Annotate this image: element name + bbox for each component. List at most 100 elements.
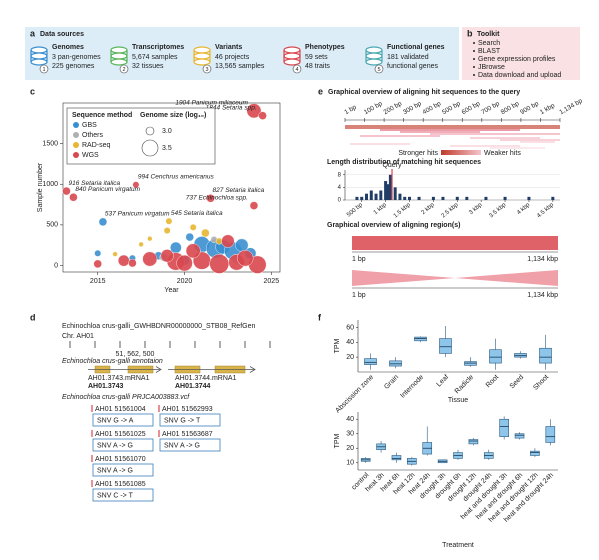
bar bbox=[465, 196, 469, 200]
data-point bbox=[209, 254, 230, 274]
item-name: Functional genes bbox=[387, 44, 445, 51]
panel-letter: e bbox=[318, 86, 323, 96]
database-icon bbox=[365, 46, 383, 54]
legend-marker bbox=[73, 122, 79, 128]
ruler-label: 1 kbp bbox=[539, 102, 557, 116]
panel-letter: c bbox=[30, 86, 35, 96]
snv-change: SNV A -> G bbox=[97, 467, 133, 474]
database-icon bbox=[110, 46, 128, 54]
bar bbox=[484, 196, 488, 200]
panel-letter: d bbox=[30, 312, 36, 322]
toolkit-item: Data download and upload bbox=[478, 72, 561, 79]
snv-box bbox=[159, 413, 221, 427]
ruler-label: 1 bp bbox=[343, 104, 358, 117]
box bbox=[539, 347, 552, 364]
box bbox=[499, 418, 509, 437]
x-tick-label: Seed bbox=[509, 374, 526, 391]
snv-change: SNV A -> G bbox=[164, 442, 200, 449]
bar bbox=[527, 196, 531, 200]
item-name: Phenotypes bbox=[305, 44, 345, 51]
number-circle bbox=[374, 64, 384, 74]
snv-box bbox=[92, 413, 154, 427]
annotation: 1904 Panicum miliaceum bbox=[175, 100, 248, 107]
bar bbox=[503, 196, 507, 200]
x-axis-label: Treatment bbox=[442, 542, 474, 549]
number-circle bbox=[119, 64, 129, 74]
legend-label: WGS bbox=[82, 152, 99, 159]
bar bbox=[431, 196, 435, 200]
x-tick-label: Radicle bbox=[454, 374, 476, 396]
ruler-label: 800 bp bbox=[500, 100, 521, 116]
ruler-label: 900 bp bbox=[519, 100, 540, 116]
toolkit-item: BLAST bbox=[478, 48, 501, 55]
annotation: 537 Panicum virgatum bbox=[105, 211, 170, 218]
x-tick-label: 4.5 kbp bbox=[536, 202, 555, 220]
legend-label: GBS bbox=[82, 122, 97, 129]
item-number: 3 bbox=[205, 67, 208, 73]
box bbox=[364, 358, 377, 365]
database-icon bbox=[283, 52, 301, 60]
section-title: Graphical overview of aligning region(s) bbox=[327, 222, 460, 229]
bar bbox=[384, 181, 388, 200]
ruler-label: 1,134 bp bbox=[558, 97, 584, 116]
transcript-id: AH01.3743.mRNA1 bbox=[88, 375, 150, 382]
bar bbox=[365, 193, 368, 200]
database-icon bbox=[30, 58, 48, 66]
bar bbox=[398, 193, 402, 200]
y-tick-label: 40 bbox=[346, 339, 354, 346]
item-line: 48 traits bbox=[305, 63, 330, 70]
data-point bbox=[69, 193, 78, 202]
ruler-label: 500 bp bbox=[441, 100, 462, 116]
database-icon bbox=[365, 52, 383, 60]
bar bbox=[386, 184, 390, 200]
legend-stronger: Stronger hits bbox=[398, 150, 438, 157]
item-name: Transcriptomes bbox=[132, 44, 184, 51]
item-number: 4 bbox=[295, 67, 298, 73]
bar bbox=[369, 190, 373, 200]
database-icon bbox=[30, 50, 48, 62]
reference-name: Echinochloa crus-galli_GWHBDNR00000000_S… bbox=[62, 323, 255, 330]
snv-change: SNV C -> T bbox=[97, 492, 134, 499]
y-tick-label: 20 bbox=[346, 445, 354, 452]
database-icon bbox=[283, 50, 301, 62]
snv-position: AH01 51561085 bbox=[95, 481, 146, 488]
panel-letter: a bbox=[30, 28, 36, 38]
data-point bbox=[142, 251, 158, 267]
aligned-region bbox=[455, 270, 558, 286]
x-tick-label: 2025 bbox=[264, 278, 280, 285]
x-tick-label: 3 kbp bbox=[468, 202, 484, 216]
snv-position: AH01 51563687 bbox=[162, 431, 213, 438]
ruler-label: 400 bp bbox=[422, 100, 443, 116]
panel-title: Toolkit bbox=[477, 31, 500, 38]
x-tick-label: Abscission zone bbox=[334, 374, 375, 415]
region-end: 1,134 kbp bbox=[527, 292, 558, 299]
item-number: 2 bbox=[122, 67, 125, 73]
x-tick-label: 500 bp bbox=[346, 202, 364, 219]
bullet bbox=[473, 66, 475, 68]
size-legend-marker bbox=[145, 126, 155, 136]
snv-change: SNV G -> A bbox=[97, 417, 134, 424]
strand-arrow bbox=[155, 366, 256, 373]
ruler-label: 200 bp bbox=[382, 100, 403, 116]
size-legend-marker bbox=[141, 139, 159, 157]
snv-change: SNV G -> T bbox=[164, 417, 201, 424]
item-line: 32 tissues bbox=[132, 63, 164, 70]
y-tick-label: 8 bbox=[338, 172, 342, 178]
data-point bbox=[117, 254, 130, 267]
region-end: 1,134 kbp bbox=[527, 256, 558, 263]
panel-a-background bbox=[25, 27, 459, 80]
annotation: 994 Cenchrus americanus bbox=[138, 173, 215, 180]
bar bbox=[551, 196, 555, 200]
y-tick-label: 40 bbox=[346, 416, 354, 423]
y-axis-label: TPM bbox=[334, 433, 341, 448]
data-point bbox=[246, 103, 262, 119]
data-point bbox=[201, 228, 210, 238]
item-number: 5 bbox=[377, 67, 380, 73]
annotation: 545 Setaria italica bbox=[171, 210, 223, 217]
data-point bbox=[138, 241, 144, 247]
panel-letter: f bbox=[318, 312, 322, 322]
legend-label: RAD-seq bbox=[82, 142, 111, 149]
gene-id: AH01.3743 bbox=[88, 383, 124, 390]
data-point bbox=[185, 243, 201, 259]
